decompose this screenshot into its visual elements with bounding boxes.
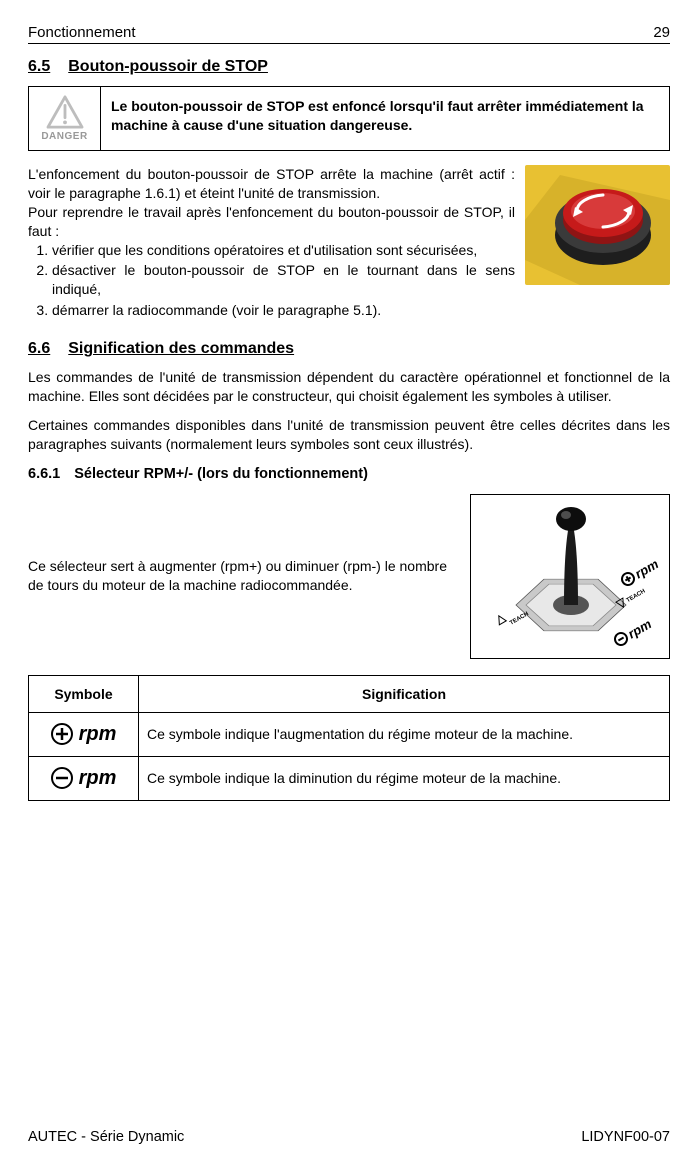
section-6-6-p2: Certaines commandes disponibles dans l'u…: [28, 416, 670, 454]
selector-image: rpm TEACH rpm TEACH: [470, 494, 670, 659]
signification-cell-minus: Ce symbole indique la diminution du régi…: [139, 756, 670, 800]
section-6-5-p2: Pour reprendre le travail après l'enfonc…: [28, 203, 515, 241]
section-6-5-title: 6.5 Bouton-poussoir de STOP: [28, 58, 268, 76]
danger-callout: DANGER Le bouton-poussoir de STOP est en…: [28, 86, 670, 151]
symbol-cell-plus: rpm: [29, 712, 139, 756]
section-6-6: 6.6 Signification des commandes Les comma…: [28, 340, 670, 801]
symbol-table-header-symbol: Symbole: [29, 675, 139, 712]
section-6-5-body: L'enfoncement du bouton-poussoir de STOP…: [28, 165, 670, 322]
section-6-6-number: 6.6: [28, 340, 50, 357]
selector-description: Ce sélecteur sert à augmenter (rpm+) ou …: [28, 557, 458, 595]
rpm-minus-label: rpm: [79, 767, 117, 790]
section-6-5-li2: désactiver le bouton-poussoir de STOP en…: [52, 261, 515, 299]
table-row: rpm Ce symbole indique l'augmentation du…: [29, 712, 670, 756]
footer-right: LIDYNF00-07: [581, 1129, 670, 1145]
section-6-5-heading: Bouton-poussoir de STOP: [68, 58, 268, 75]
plus-circle-icon: [51, 723, 73, 745]
table-row: rpm Ce symbole indique la diminution du …: [29, 756, 670, 800]
page-footer: AUTEC - Série Dynamic LIDYNF00-07: [28, 1129, 670, 1145]
section-6-5-p1: L'enfoncement du bouton-poussoir de STOP…: [28, 165, 515, 203]
minus-circle-icon: [51, 767, 73, 789]
symbol-cell-minus: rpm: [29, 756, 139, 800]
section-6-6-p1: Les commandes de l'unité de transmission…: [28, 368, 670, 406]
section-6-6-1-title: 6.6.1 Sélecteur RPM+/- (lors du fonctionn…: [28, 466, 670, 482]
section-6-5: 6.5 Bouton-poussoir de STOP DANGER Le bou…: [28, 58, 670, 322]
selector-row: Ce sélecteur sert à augmenter (rpm+) ou …: [28, 494, 670, 659]
section-6-5-li3: démarrer la radiocommande (voir le parag…: [52, 301, 515, 320]
section-6-5-li1: vérifier que les conditions opératoires …: [52, 241, 515, 260]
symbol-table: Symbole Signification rpm Ce symbole ind…: [28, 675, 670, 801]
section-6-6-1-number: 6.6.1: [28, 466, 60, 482]
section-6-6-title: 6.6 Signification des commandes: [28, 340, 294, 358]
danger-triangle-icon: [46, 95, 84, 129]
header-page-number: 29: [653, 24, 670, 41]
footer-left: AUTEC - Série Dynamic: [28, 1129, 184, 1145]
stop-button-image: [525, 165, 670, 285]
danger-icon-cell: DANGER: [29, 87, 101, 150]
section-6-5-number: 6.5: [28, 58, 50, 75]
section-6-5-text: L'enfoncement du bouton-poussoir de STOP…: [28, 165, 515, 322]
header-left: Fonctionnement: [28, 24, 136, 41]
rpm-plus-label: rpm: [79, 723, 117, 746]
header-rule: [28, 43, 670, 44]
danger-text: Le bouton-poussoir de STOP est enfoncé l…: [101, 87, 669, 150]
symbol-table-header-signification: Signification: [139, 675, 670, 712]
signification-cell-plus: Ce symbole indique l'augmentation du rég…: [139, 712, 670, 756]
danger-label: DANGER: [41, 131, 87, 142]
section-6-6-1-heading: Sélecteur RPM+/- (lors du fonctionnement…: [74, 466, 368, 482]
section-6-6-heading: Signification des commandes: [68, 340, 294, 357]
